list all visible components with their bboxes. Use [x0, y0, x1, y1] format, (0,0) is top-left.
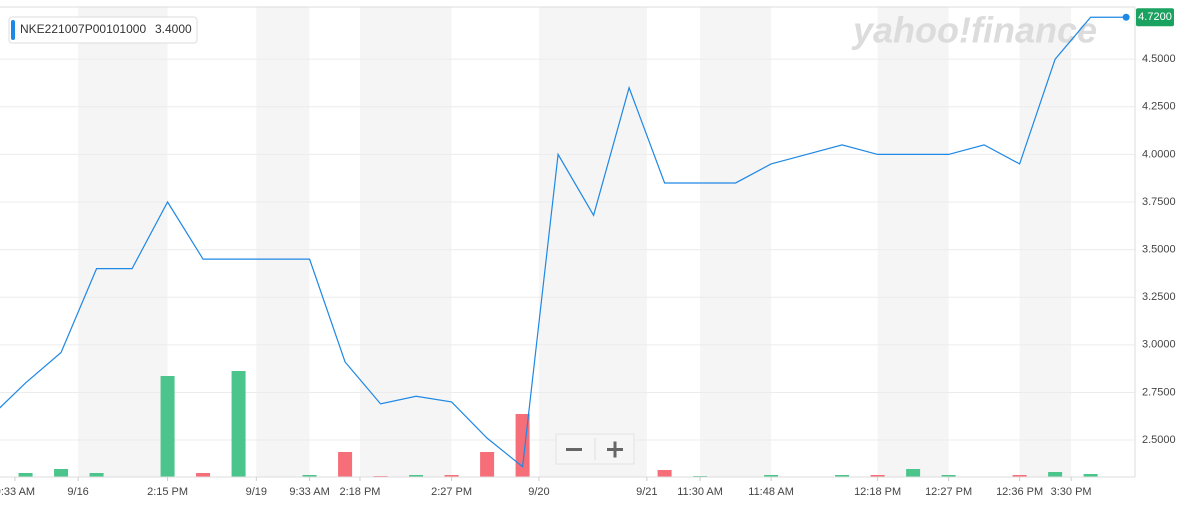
bands — [78, 7, 1072, 477]
last-point — [1122, 13, 1130, 21]
volume-bar — [657, 470, 672, 477]
volume-bar — [1048, 472, 1063, 477]
band — [1019, 7, 1072, 477]
y-tick-label: 2.5000 — [1142, 434, 1176, 446]
last-label: 4.7200 — [1138, 11, 1172, 23]
volume-bar — [18, 473, 33, 477]
zoom-in-bar[interactable] — [613, 441, 617, 458]
x-tick-label: 2:18 PM — [340, 486, 381, 498]
band — [538, 7, 647, 477]
volume-bar — [835, 475, 850, 477]
band — [359, 7, 452, 477]
y-tick-label: 3.5000 — [1142, 244, 1176, 256]
legend-value: 3.4000 — [155, 22, 192, 36]
ticks: 9:33 AM 9/16 2:15 PM 9/19 9:33 AM 2:18 PM 2:27… — [0, 53, 1176, 498]
x-tick-label: 2:15 PM — [147, 486, 188, 498]
x-tick-label: 12:27 PM — [925, 486, 972, 498]
volume-bar — [302, 475, 317, 477]
volume-bar — [941, 475, 956, 477]
x-tick-label: 11:48 AM — [748, 486, 794, 498]
brand: yahoo!finance — [851, 10, 1097, 51]
y-tick-label: 3.7500 — [1142, 196, 1176, 208]
volume-bar — [906, 469, 921, 477]
legend-swatch — [11, 20, 15, 40]
volume-bar — [231, 371, 246, 477]
legend-box — [8, 16, 198, 44]
x-tick-label: 9/19 — [246, 486, 267, 498]
x-tick-label: 9:33 AM — [289, 486, 329, 498]
band — [78, 7, 168, 477]
y-tick-label: 2.7500 — [1142, 386, 1176, 398]
volume-bar — [515, 414, 530, 477]
x-tick-label: 9:33 AM — [0, 486, 35, 498]
volume-bar — [160, 376, 175, 477]
volume-bar — [89, 473, 104, 477]
x-tick-label: 12:36 PM — [996, 486, 1043, 498]
band — [877, 7, 949, 477]
x-tick-label: 9/16 — [67, 486, 88, 498]
x-tick-label: 9/20 — [528, 486, 549, 498]
volume-bar — [870, 475, 885, 477]
legend-name: NKE221007P00101000 — [20, 22, 146, 36]
grid — [0, 58, 1135, 441]
x-tick-label: 11:30 AM — [677, 486, 723, 498]
y-tick-label: 4.0000 — [1142, 148, 1176, 160]
zoom-controls — [555, 433, 635, 465]
volume-bar — [444, 475, 459, 477]
y-tick-label: 3.2500 — [1142, 291, 1176, 303]
band — [256, 7, 310, 477]
volume-bar — [1083, 474, 1098, 477]
volume-bar — [764, 475, 779, 477]
volume-bar — [196, 473, 211, 477]
line-layer — [0, 13, 1130, 468]
volume — [18, 371, 1098, 477]
band — [700, 7, 772, 477]
volume-bar — [338, 452, 353, 477]
volume-bar — [54, 469, 69, 477]
legend: NKE221007P00101000 3.4000 — [8, 16, 198, 44]
x-tick-label: 9/21 — [636, 486, 657, 498]
x-tick-label: 2:27 PM — [431, 486, 472, 498]
zoom-out[interactable] — [566, 448, 582, 451]
last-badge — [1136, 8, 1174, 27]
y-tick-label: 4.2500 — [1142, 101, 1176, 113]
volume-bar — [409, 475, 424, 477]
x-tick-label: 3:30 PM — [1051, 486, 1092, 498]
price-line — [0, 16, 1127, 468]
y-tick-label: 3.0000 — [1142, 339, 1176, 351]
volume-bar — [1012, 475, 1027, 477]
y-tick-label: 4.5000 — [1142, 53, 1176, 65]
x-tick-label: 12:18 PM — [854, 486, 901, 498]
volume-bar — [480, 452, 495, 477]
